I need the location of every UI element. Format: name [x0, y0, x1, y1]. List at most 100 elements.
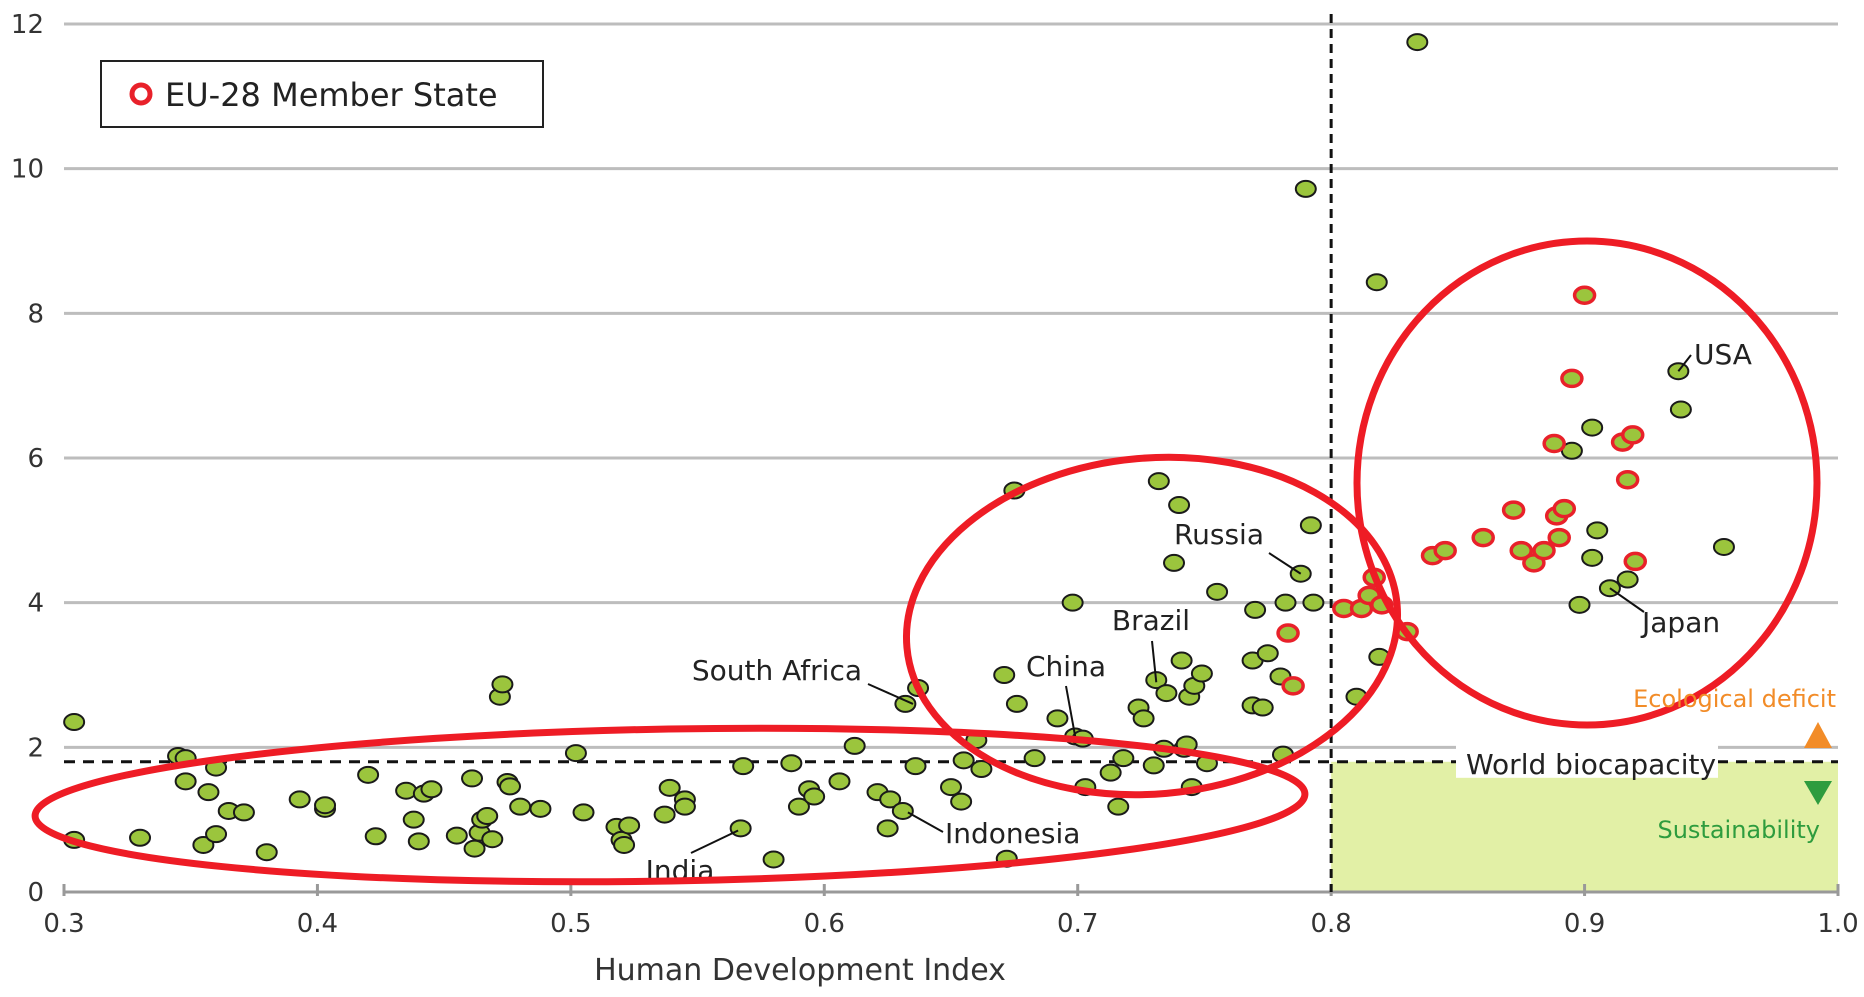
data-point — [1099, 763, 1122, 782]
data-point — [950, 792, 973, 811]
data-point — [445, 826, 468, 845]
data-point — [653, 805, 676, 824]
data-point — [1168, 496, 1191, 515]
data-point — [879, 790, 902, 809]
highlight-circle-mid-hdi — [902, 453, 1402, 799]
data-point — [803, 787, 826, 806]
data-point — [1581, 548, 1604, 567]
data-point — [1712, 537, 1735, 556]
data-point — [174, 772, 197, 791]
ecological-deficit-label: Ecological deficit — [1633, 685, 1836, 713]
data-point — [357, 765, 380, 784]
annotation-leader — [1609, 587, 1645, 613]
data-point-eu — [1542, 433, 1566, 454]
data-point — [1256, 644, 1279, 663]
data-point — [461, 769, 484, 788]
data-point — [1046, 709, 1069, 728]
data-point — [613, 835, 636, 854]
annotation-label: Japan — [1640, 606, 1720, 639]
data-point — [904, 757, 927, 776]
data-points — [63, 33, 1735, 869]
data-point — [197, 783, 220, 802]
data-point — [1170, 651, 1193, 670]
data-point — [129, 828, 152, 847]
data-point-eu — [1572, 285, 1597, 305]
world-biocapacity-label: World biocapacity — [1466, 748, 1716, 781]
data-point — [288, 790, 311, 809]
x-tick-label: 0.7 — [1057, 909, 1098, 939]
annotation-label: USA — [1694, 338, 1752, 371]
data-point — [491, 675, 514, 694]
data-point — [564, 744, 587, 763]
data-point — [509, 797, 532, 816]
data-point — [481, 830, 504, 849]
annotation-label: Brazil — [1112, 604, 1190, 637]
x-tick-label: 0.8 — [1310, 909, 1351, 939]
x-tick-label: 0.4 — [297, 909, 338, 939]
data-point — [1302, 593, 1325, 612]
data-point — [876, 819, 899, 838]
y-tick-label: 4 — [27, 589, 44, 619]
data-point — [828, 772, 851, 791]
data-point — [1581, 418, 1604, 437]
data-point — [1023, 749, 1046, 768]
world-biocapacity-label-bg — [1456, 743, 1718, 778]
data-point — [1586, 521, 1609, 540]
data-point — [1669, 400, 1692, 419]
sustainability-arrow-icon — [1804, 781, 1832, 805]
data-point — [572, 803, 595, 822]
sustainability-label: Sustainability — [1657, 816, 1820, 844]
data-point — [1132, 709, 1155, 728]
data-point — [1294, 179, 1317, 198]
data-point — [1107, 797, 1130, 816]
x-axis: 0.3 0.4 0.5 0.6 0.7 0.8 0.9 1.0 — [43, 884, 1859, 939]
annotation-label: Russia — [1174, 518, 1264, 551]
data-point — [762, 850, 785, 869]
data-point-eu — [1552, 498, 1577, 519]
legend-label: EU-28 Member State — [165, 76, 498, 114]
data-point — [1568, 595, 1591, 614]
y-tick-label: 0 — [27, 878, 44, 908]
data-point — [1163, 553, 1186, 572]
highlight-circle-low-hdi — [31, 724, 1309, 886]
data-point — [1206, 582, 1229, 601]
data-point-eu — [1433, 540, 1457, 561]
data-point — [255, 843, 278, 862]
highlight-circles — [31, 237, 1821, 886]
data-point — [993, 666, 1016, 684]
data-point — [1190, 664, 1213, 683]
data-point-eu — [1281, 676, 1305, 696]
data-point — [894, 694, 917, 713]
y-tick-label: 8 — [27, 299, 44, 329]
annotation-leader — [1065, 685, 1077, 737]
data-point — [1112, 749, 1135, 768]
data-point — [618, 816, 641, 835]
data-point — [843, 736, 866, 755]
y-tick-label: 2 — [27, 733, 44, 763]
annotation-label: China — [1026, 650, 1106, 683]
y-tick-label: 10 — [11, 155, 44, 185]
data-point — [476, 807, 499, 826]
data-point — [402, 810, 425, 829]
annotation-leader — [1268, 552, 1302, 575]
data-point — [940, 778, 962, 797]
annotation-leader — [867, 683, 914, 705]
data-point — [364, 827, 387, 846]
legend-eu-marker — [129, 82, 153, 106]
data-point-eu — [1532, 540, 1556, 561]
data-point — [891, 801, 914, 820]
x-axis-label: Human Development Index — [594, 953, 1006, 988]
annotation-leader — [1677, 354, 1692, 372]
data-point — [463, 839, 486, 858]
data-point — [395, 781, 418, 800]
x-tick-label: 0.5 — [550, 909, 591, 939]
annotation-label: Indonesia — [945, 817, 1080, 850]
data-point — [205, 825, 228, 844]
data-point — [420, 780, 443, 799]
data-point — [1005, 694, 1028, 713]
data-point — [1244, 600, 1267, 619]
data-point — [780, 754, 803, 773]
data-point — [1365, 273, 1388, 292]
data-point — [1147, 472, 1170, 491]
x-tick-label: 0.3 — [43, 909, 84, 939]
